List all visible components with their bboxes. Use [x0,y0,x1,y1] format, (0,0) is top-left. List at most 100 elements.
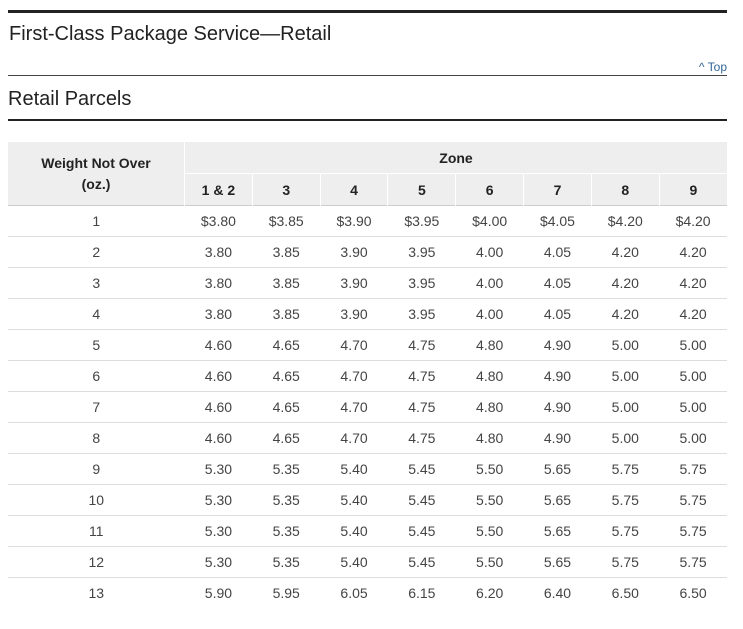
price-cell: 5.30 [184,453,253,485]
zone-column-header: 4 [320,173,389,206]
weight-cell: 5 [8,329,185,361]
zone-group-header: Zone [184,142,727,174]
zone-column-header: 1 & 2 [184,173,253,206]
table-row: 11 5.30 5.35 5.40 5.45 5.50 5.65 5.75 5.75 [8,515,727,547]
price-cell: 3.85 [252,267,321,299]
rates-table-body: 1 $3.80 $3.85 $3.90 $3.95 $4.00 $4.05 $4.20 $4.2… [8,205,727,608]
price-cell: 3.95 [387,267,456,299]
price-cell: 3.85 [252,236,321,268]
table-row: 5 4.60 4.65 4.70 4.75 4.80 4.90 5.00 5.00 [8,329,727,361]
price-cell: 5.00 [659,391,727,423]
price-cell: 5.40 [320,453,388,485]
price-cell: 4.60 [184,329,253,361]
price-cell: 4.65 [252,391,321,423]
price-cell: 5.50 [455,453,524,485]
price-cell: 5.75 [659,453,727,485]
price-cell: 5.40 [320,515,388,547]
price-cell: 5.00 [591,329,660,361]
weight-cell: 2 [8,236,185,268]
price-cell: 4.60 [184,422,253,454]
zone-column-header: 6 [455,173,525,206]
price-cell: 5.00 [659,329,727,361]
table-row: 10 5.30 5.35 5.40 5.45 5.50 5.65 5.75 5.75 [8,484,727,516]
weight-cell: 1 [8,205,185,237]
price-cell: 5.35 [252,453,321,485]
price-cell: 5.65 [523,515,592,547]
price-cell: $4.00 [455,205,524,237]
price-cell: 5.00 [591,360,660,392]
price-cell: 6.05 [320,577,388,608]
price-cell: 4.80 [455,391,524,423]
weight-column-header: Weight Not Over (oz.) [8,142,185,206]
price-cell: 5.35 [252,546,321,578]
back-to-top-link[interactable]: ^ Top [698,60,727,74]
weight-cell: 13 [8,577,185,608]
table-row: 2 3.80 3.85 3.90 3.95 4.00 4.05 4.20 4.20 [8,236,727,268]
price-cell: 5.75 [659,546,727,578]
price-cell: 3.80 [184,298,253,330]
price-cell: 5.30 [184,515,253,547]
price-cell: 4.75 [387,360,456,392]
table-row: 4 3.80 3.85 3.90 3.95 4.00 4.05 4.20 4.20 [8,298,727,330]
price-cell: 4.05 [523,267,592,299]
zone-column-header: 3 [252,173,321,206]
price-cell: 4.70 [320,422,388,454]
price-cell: 4.05 [523,298,592,330]
price-cell: 6.50 [591,577,660,608]
table-row: 12 5.30 5.35 5.40 5.45 5.50 5.65 5.75 5.75 [8,546,727,578]
price-cell: 4.20 [659,298,727,330]
price-cell: 5.30 [184,484,253,516]
price-cell: 5.00 [591,422,660,454]
price-cell: 4.80 [455,360,524,392]
table-row: 1 $3.80 $3.85 $3.90 $3.95 $4.00 $4.05 $4.20 $4.2… [8,205,727,237]
top-divider [8,10,727,13]
weight-cell: 3 [8,267,185,299]
price-cell: 4.90 [523,422,592,454]
price-cell: 5.65 [523,453,592,485]
weight-cell: 9 [8,453,185,485]
price-cell: 4.70 [320,329,388,361]
price-cell: 4.65 [252,360,321,392]
price-cell: 4.20 [591,236,660,268]
price-cell: 5.40 [320,484,388,516]
price-cell: 4.80 [455,329,524,361]
weight-cell: 4 [8,298,185,330]
table-row: 3 3.80 3.85 3.90 3.95 4.00 4.05 4.20 4.20 [8,267,727,299]
weight-cell: 6 [8,360,185,392]
price-cell: 5.65 [523,484,592,516]
price-cell: 4.65 [252,422,321,454]
price-cell: 5.75 [591,546,660,578]
price-cell: 6.15 [387,577,456,608]
price-cell: 4.90 [523,329,592,361]
price-cell: 4.75 [387,422,456,454]
price-cell: 4.20 [659,267,727,299]
price-cell: 5.90 [184,577,253,608]
table-row: 7 4.60 4.65 4.70 4.75 4.80 4.90 5.00 5.00 [8,391,727,423]
price-cell: $4.05 [523,205,592,237]
price-cell: 3.95 [387,298,456,330]
price-cell: 4.60 [184,391,253,423]
price-cell: 4.05 [523,236,592,268]
price-cell: 4.70 [320,391,388,423]
price-cell: 5.75 [659,484,727,516]
price-cell: 4.65 [252,329,321,361]
price-cell: 4.75 [387,329,456,361]
price-cell: 4.00 [455,298,524,330]
weight-header-line1: Weight Not Over [41,154,151,171]
price-cell: 6.40 [523,577,592,608]
title-divider [8,75,727,76]
price-cell: 5.95 [252,577,321,608]
price-cell: 3.90 [320,267,388,299]
price-cell: 5.45 [387,515,456,547]
price-cell: 5.35 [252,515,321,547]
price-cell: 4.20 [659,236,727,268]
zone-column-header: 8 [591,173,660,206]
price-cell: 4.90 [523,360,592,392]
price-cell: 4.00 [455,236,524,268]
price-cell: 4.70 [320,360,388,392]
section-title: Retail Parcels [8,88,132,110]
price-cell: $3.90 [320,205,388,237]
price-cell: 5.45 [387,453,456,485]
weight-cell: 8 [8,422,185,454]
